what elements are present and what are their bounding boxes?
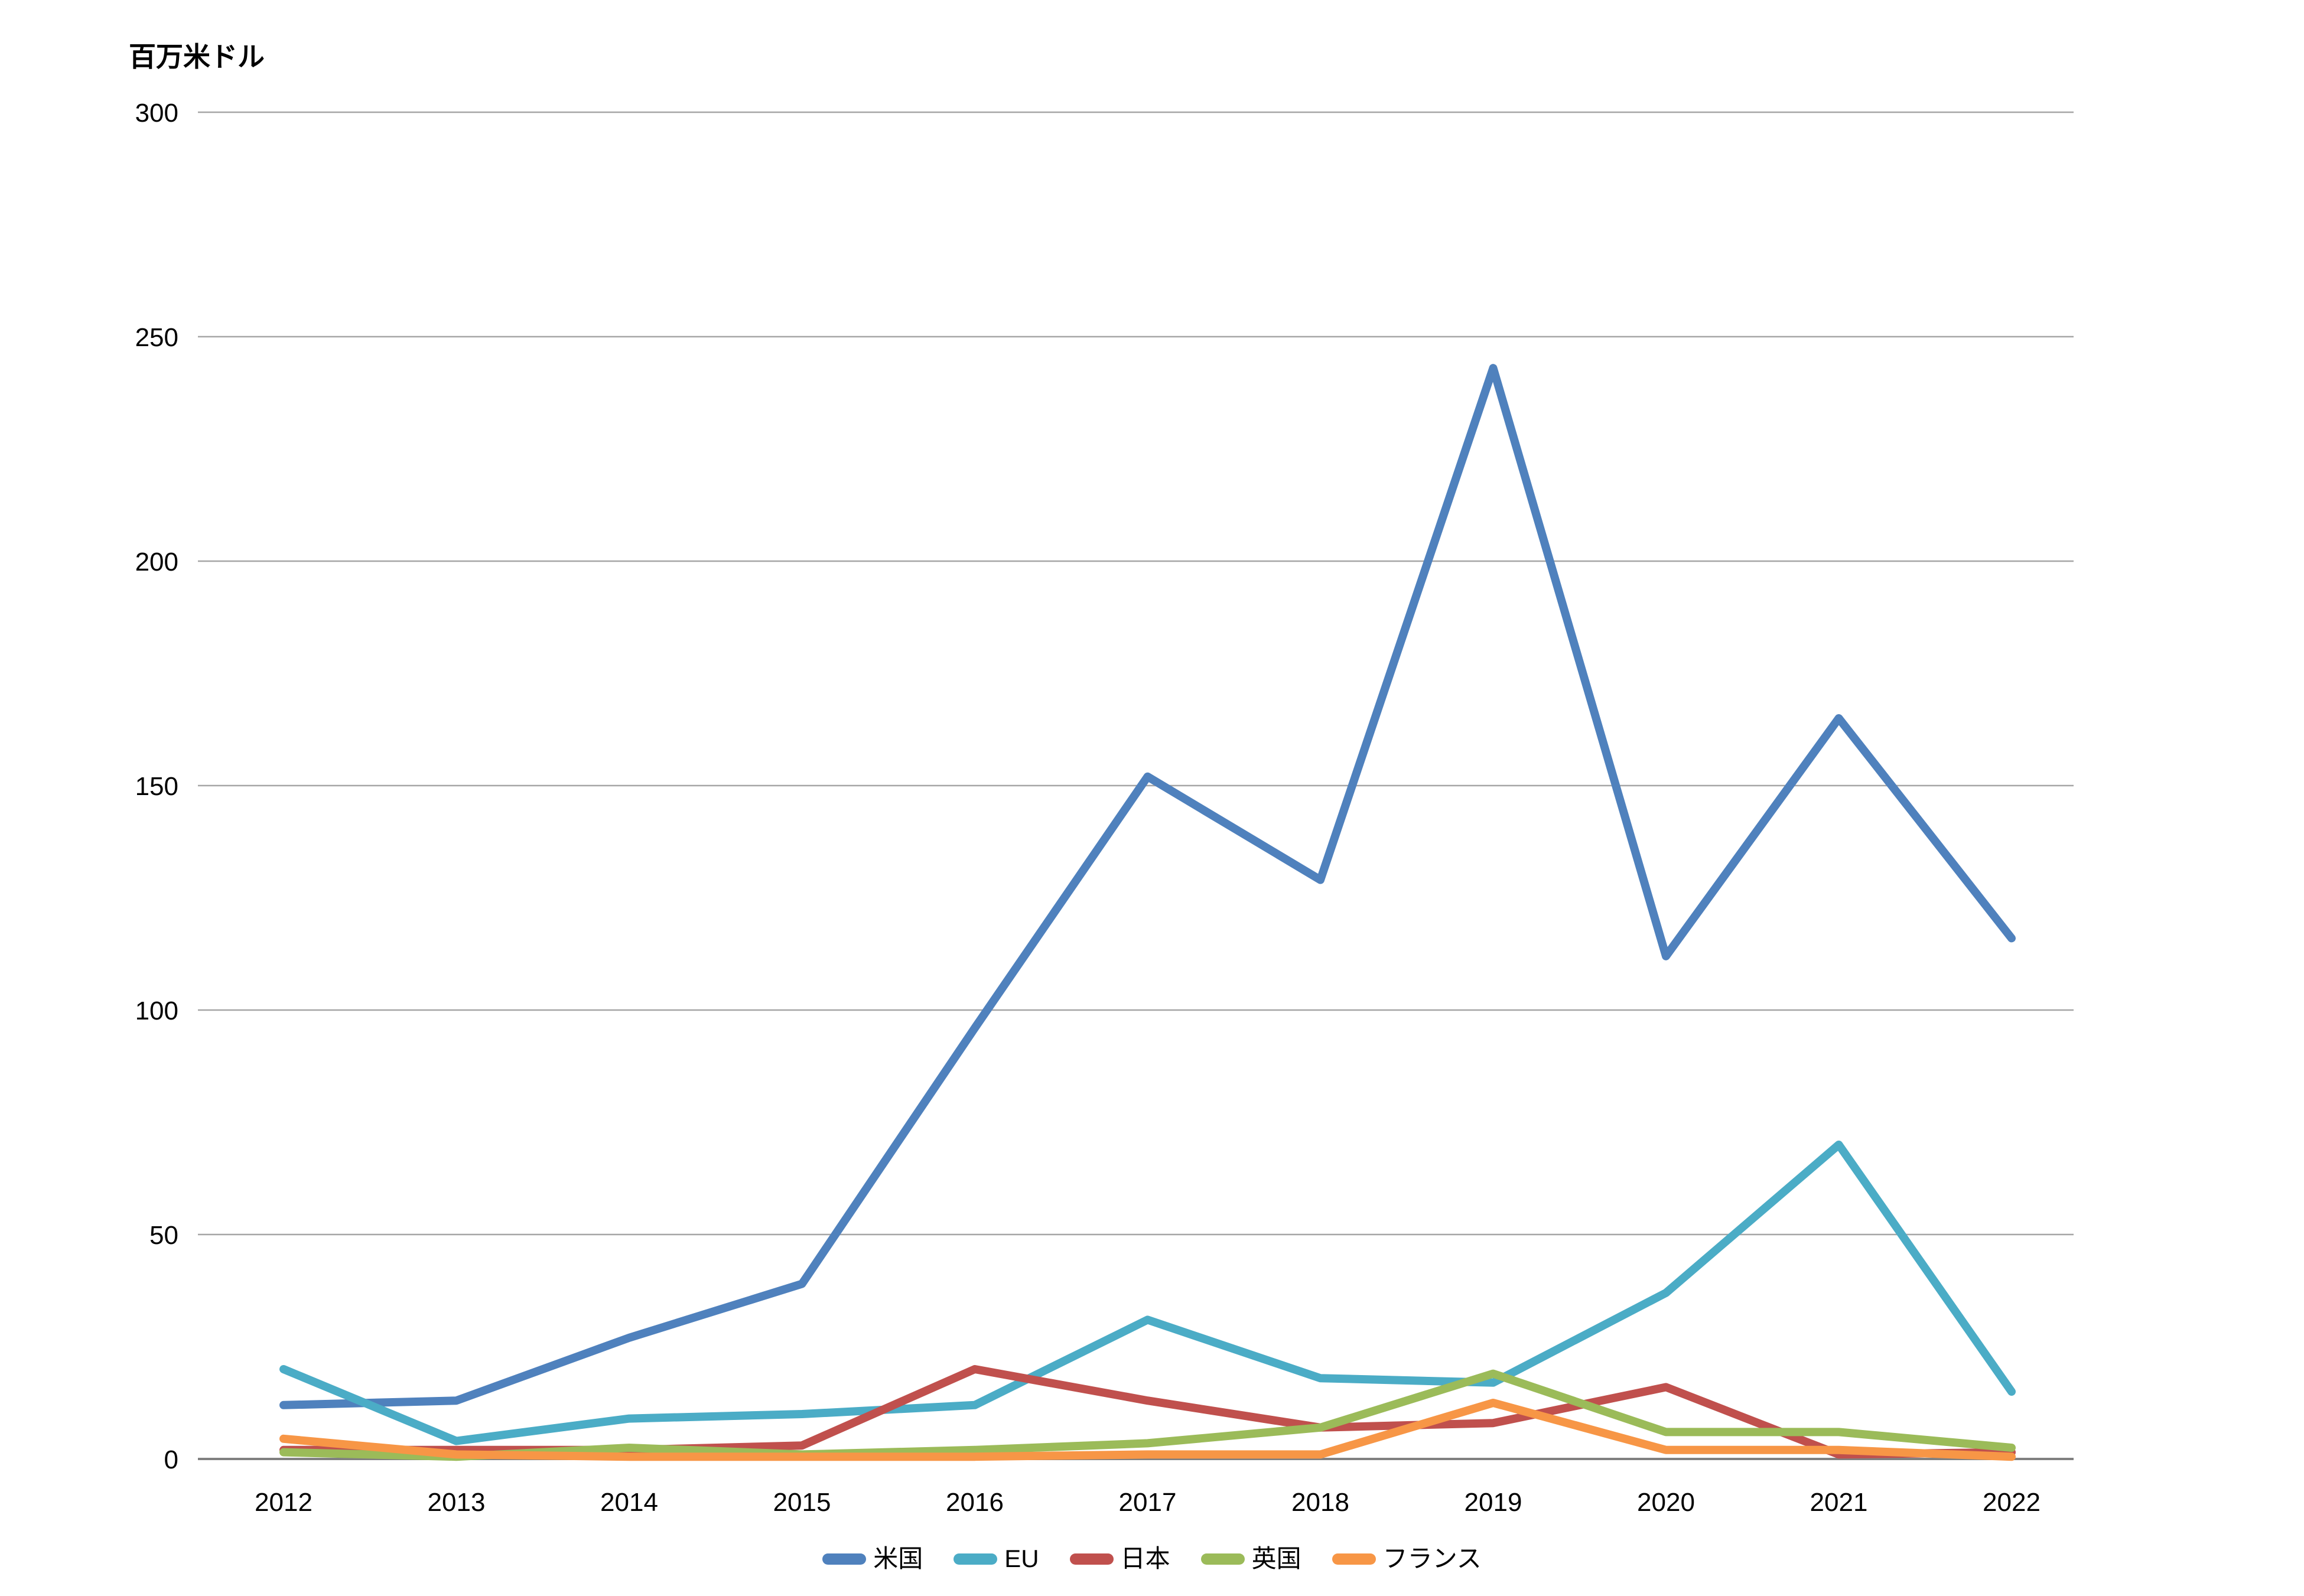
series-line-eu — [279, 1141, 2016, 1445]
y-axis-tick-labels: 0 50 100 150 200 250 300 — [135, 99, 178, 1474]
y-tick-label-300: 300 — [135, 99, 178, 128]
legend-label-japan: 日本 — [1120, 1545, 1170, 1572]
x-tick-label-2015: 2015 — [773, 1488, 831, 1517]
y-tick-label-150: 150 — [135, 772, 178, 801]
legend-label-uk: 英国 — [1251, 1545, 1301, 1572]
x-tick-label-2013: 2013 — [428, 1488, 486, 1517]
series-line-uk — [279, 1369, 2016, 1461]
series-line-us — [279, 364, 2016, 1409]
legend-item-eu[interactable]: EU — [954, 1546, 1039, 1571]
legend-swatch-france — [1332, 1553, 1376, 1565]
legend-label-us: 米国 — [873, 1545, 923, 1572]
legend-swatch-japan — [1069, 1553, 1114, 1565]
series-line-france — [279, 1399, 2016, 1461]
x-tick-label-2017: 2017 — [1119, 1488, 1177, 1517]
legend-label-eu: EU — [1004, 1545, 1039, 1572]
y-tick-label-50: 50 — [149, 1221, 178, 1250]
legend-item-us[interactable]: 米国 — [822, 1546, 923, 1571]
y-tick-label-200: 200 — [135, 548, 178, 576]
y-tick-label-250: 250 — [135, 323, 178, 352]
gridlines — [198, 111, 2074, 1460]
legend-swatch-uk — [1200, 1553, 1245, 1565]
series-lines — [279, 364, 2016, 1461]
legend-swatch-us — [822, 1553, 867, 1565]
x-tick-label-2020: 2020 — [1637, 1488, 1695, 1517]
legend-item-japan[interactable]: 日本 — [1069, 1545, 1170, 1572]
x-tick-label-2022: 2022 — [1983, 1488, 2041, 1517]
chart-legend: 米国 EU 日本 英国 フランス — [0, 1546, 2304, 1571]
chart-title: 百万米ドル — [129, 41, 265, 72]
x-tick-label-2016: 2016 — [946, 1488, 1004, 1517]
x-tick-label-2014: 2014 — [600, 1488, 658, 1517]
x-tick-label-2012: 2012 — [255, 1488, 313, 1517]
x-tick-label-2021: 2021 — [1810, 1488, 1868, 1517]
x-tick-label-2019: 2019 — [1465, 1488, 1522, 1517]
x-tick-label-2018: 2018 — [1291, 1488, 1349, 1517]
legend-item-france[interactable]: フランス — [1332, 1546, 1482, 1571]
y-tick-label-0: 0 — [164, 1445, 178, 1474]
legend-label-france: フランス — [1382, 1545, 1482, 1572]
y-tick-label-100: 100 — [135, 996, 178, 1025]
x-axis-tick-labels: 2012 2013 2014 2015 2016 2017 2018 2019 2020 2021… — [255, 1488, 2041, 1517]
legend-item-uk[interactable]: 英国 — [1200, 1545, 1301, 1572]
legend-swatch-eu — [954, 1553, 998, 1565]
